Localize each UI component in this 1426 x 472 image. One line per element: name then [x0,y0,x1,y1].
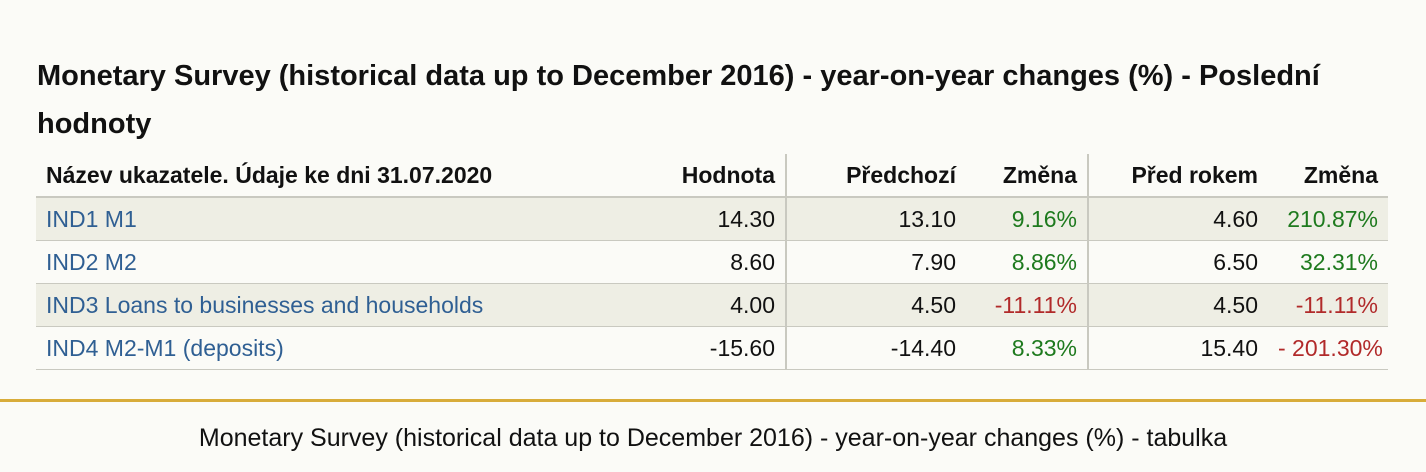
table-row: IND4 M2-M1 (deposits) -15.60 -14.40 8.33… [36,326,1388,370]
divider [0,399,1426,402]
change-year-cell: 32.31% [1268,240,1388,284]
table-header-row: Název ukazatele. Údaje ke dni 31.07.2020… [36,154,1388,198]
header-name: Název ukazatele. Údaje ke dni 31.07.2020 [36,154,636,198]
change-year-cell: - 201.30% [1268,326,1388,370]
indicator-link[interactable]: IND1 M1 [46,205,137,232]
change-year-cell: 210.87% [1268,197,1388,241]
previous-cell: -14.40 [786,326,966,370]
indicator-link[interactable]: IND3 Loans to businesses and households [46,291,484,318]
year-ago-cell: 4.60 [1088,197,1268,241]
change-year-cell: -11.11% [1268,283,1388,327]
value-cell: 14.30 [636,197,787,241]
header-value: Hodnota [636,154,787,198]
value-cell: 8.60 [636,240,787,284]
change-cell: 8.33% [966,326,1089,370]
previous-cell: 4.50 [786,283,966,327]
header-year-ago: Před rokem [1088,154,1268,198]
change-cell: 8.86% [966,240,1089,284]
page-title: Monetary Survey (historical data up to D… [37,60,1320,140]
previous-cell: 7.90 [786,240,966,284]
indicator-link[interactable]: IND2 M2 [46,248,137,275]
change-cell: -11.11% [966,283,1089,327]
header-change-year: Změna [1268,154,1388,198]
table-row: IND1 M1 14.30 13.10 9.16% 4.60 210.87% [36,197,1388,241]
table-caption: Monetary Survey (historical data up to D… [198,424,1228,452]
change-cell: 9.16% [966,197,1089,241]
table-row: IND2 M2 8.60 7.90 8.86% 6.50 32.31% [36,240,1388,284]
indicator-link[interactable]: IND4 M2-M1 (deposits) [46,334,284,361]
previous-cell: 13.10 [786,197,966,241]
table-row: IND3 Loans to businesses and households … [36,283,1388,327]
value-cell: -15.60 [636,326,787,370]
year-ago-cell: 15.40 [1088,326,1268,370]
indicator-table: Název ukazatele. Údaje ke dni 31.07.2020… [36,154,1388,370]
value-cell: 4.00 [636,283,787,327]
header-change: Změna [966,154,1089,198]
year-ago-cell: 6.50 [1088,240,1268,284]
year-ago-cell: 4.50 [1088,283,1268,327]
header-previous: Předchozí [786,154,966,198]
